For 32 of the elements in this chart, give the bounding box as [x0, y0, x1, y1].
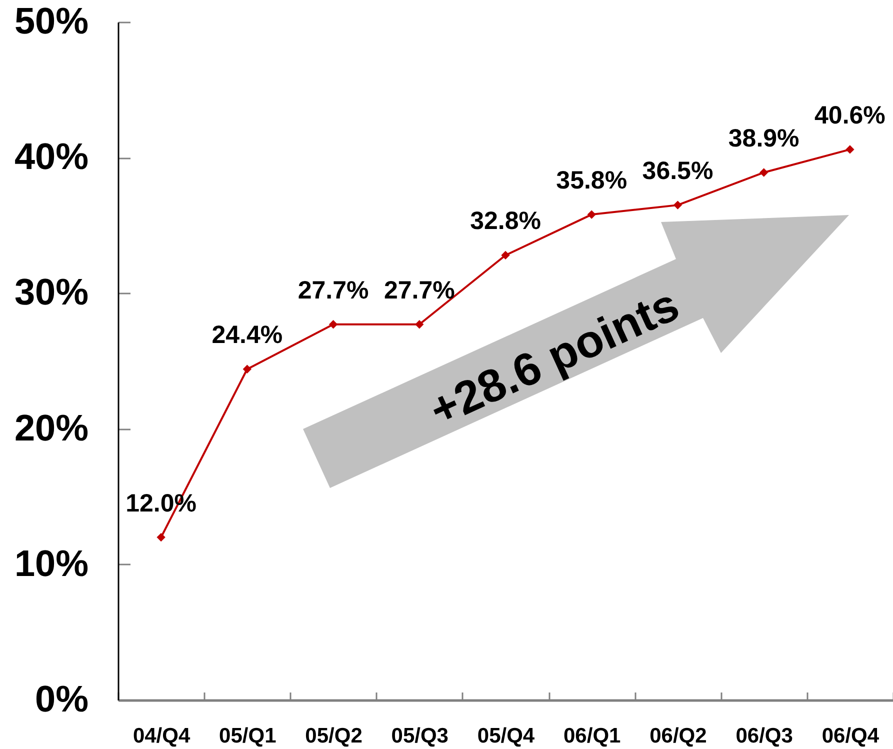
y-tick-label: 20% — [14, 407, 88, 448]
y-tick-label: 10% — [14, 542, 88, 584]
x-tick-label: 04/Q4 — [132, 724, 190, 748]
x-tick-label: 05/Q2 — [305, 724, 362, 748]
x-tick-label: 05/Q1 — [219, 724, 277, 748]
data-label: 32.8% — [470, 207, 541, 236]
y-tick-label: 50% — [14, 0, 88, 42]
point — [846, 145, 854, 154]
point — [760, 168, 768, 177]
point — [587, 210, 596, 219]
x-tick-label: 06/Q2 — [650, 724, 707, 748]
point — [673, 200, 682, 210]
x-tick-label: 06/Q4 — [822, 724, 880, 748]
point — [242, 364, 252, 374]
x-tick-label: 05/Q4 — [477, 724, 535, 748]
y-tick-label: 40% — [14, 136, 88, 178]
data-label: 35.8% — [556, 166, 628, 195]
data-label: 27.7% — [298, 276, 369, 304]
data-label: 38.9% — [728, 124, 800, 153]
x-tick-label: 06/Q1 — [564, 724, 622, 748]
data-label: 36.5% — [642, 157, 714, 186]
y-tick-label: 0% — [35, 678, 88, 720]
data-label: 24.4% — [212, 321, 283, 350]
x-tick-label: 06/Q3 — [736, 724, 793, 748]
data-label: 27.7% — [384, 276, 455, 304]
point — [501, 250, 510, 260]
point — [415, 320, 424, 329]
data-label: 40.6% — [814, 101, 886, 130]
point — [328, 320, 338, 329]
x-tick-label: 05/Q3 — [391, 724, 448, 748]
point — [156, 532, 166, 542]
y-tick-label: 30% — [14, 272, 88, 313]
